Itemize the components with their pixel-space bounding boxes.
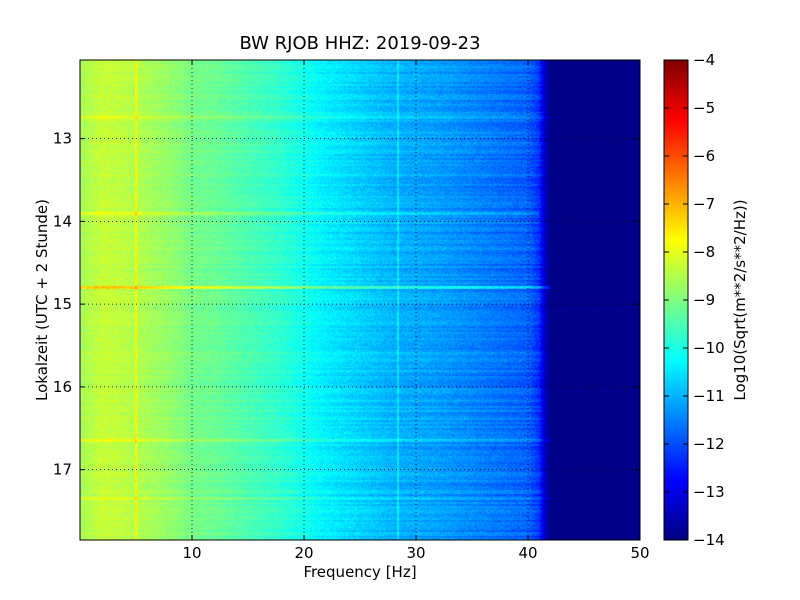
x-tick-label: 10 xyxy=(182,544,201,562)
grid-lines xyxy=(80,60,640,540)
colorbar-label: Log10(Sqrt(m**2/s**2/Hz)) xyxy=(731,199,749,400)
colorbar-tick-label: −14 xyxy=(693,531,725,549)
colorbar: −4 −5 −6 −7 −8 −9 −10 −11 −12 −13 −14 Log10(Sqrt(m… xyxy=(663,51,749,549)
plot-frame xyxy=(79,59,641,541)
colorbar-tick-label: −4 xyxy=(693,51,715,69)
colorbar-tick-label: −7 xyxy=(693,195,715,213)
y-tick-label: 17 xyxy=(53,461,72,479)
y-tick-label: 15 xyxy=(53,295,72,313)
colorbar-tick-label: −11 xyxy=(693,387,725,405)
colorbar-tick-label: −10 xyxy=(693,339,725,357)
y-axis-label: Lokalzeit (UTC + 2 Stunde) xyxy=(33,199,51,401)
y-axis: 13 14 15 16 17 xyxy=(53,130,640,479)
colorbar-tick-label: −8 xyxy=(693,243,715,261)
colorbar-tick-label: −9 xyxy=(693,291,715,309)
spectrogram-image xyxy=(80,60,640,540)
plot-area: 10 20 30 40 50 13 14 15 16 17 xyxy=(53,59,650,562)
y-tick-label: 14 xyxy=(53,212,72,230)
x-axis: 10 20 30 40 50 xyxy=(182,60,650,562)
y-tick-label: 13 xyxy=(53,130,72,148)
x-tick-label: 30 xyxy=(406,544,425,562)
colorbar-ticks: −4 −5 −6 −7 −8 −9 −10 −11 −12 −13 −14 xyxy=(664,51,725,549)
x-axis-label: Frequency [Hz] xyxy=(303,563,416,581)
colorbar-tick-label: −6 xyxy=(693,147,715,165)
colorbar-tick-label: −5 xyxy=(693,99,715,117)
y-tick-label: 16 xyxy=(53,378,72,396)
x-tick-label: 20 xyxy=(294,544,313,562)
colorbar-tick-label: −12 xyxy=(693,435,725,453)
colorbar-tick-label: −13 xyxy=(693,483,725,501)
chart-title: BW RJOB HHZ: 2019-09-23 xyxy=(239,33,480,54)
x-tick-label: 40 xyxy=(518,544,537,562)
x-tick-label: 50 xyxy=(630,544,649,562)
